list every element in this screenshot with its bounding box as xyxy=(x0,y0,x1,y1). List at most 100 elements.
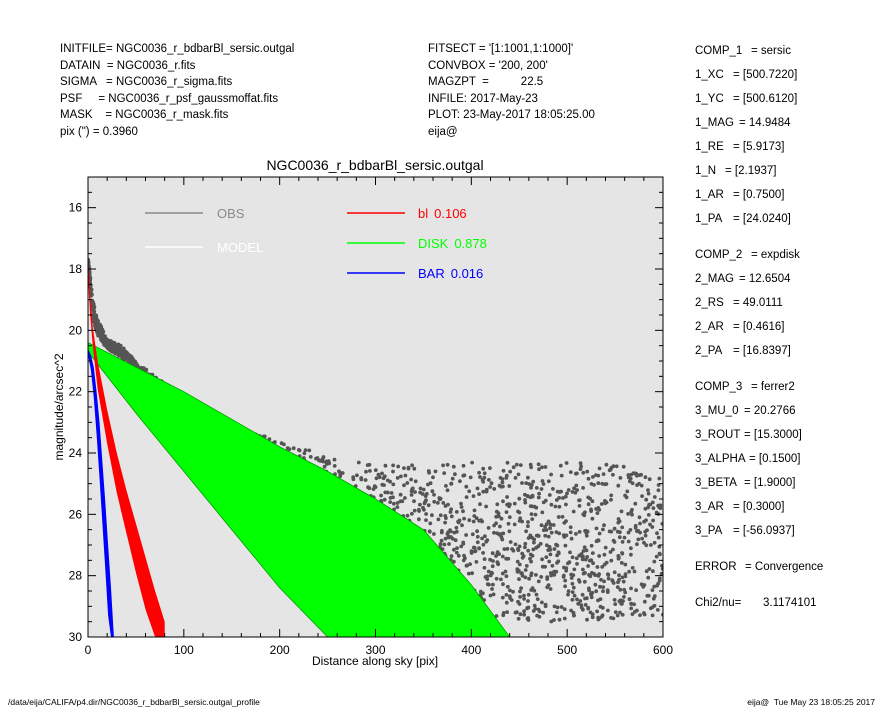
obs-point xyxy=(466,571,471,576)
param-value: = [500.7220] xyxy=(733,69,798,81)
legend-name: DISK xyxy=(418,236,449,251)
x-tick-label: 0 xyxy=(85,643,92,657)
obs-point xyxy=(484,504,488,509)
header-middle-line: FITSECT = '[1:1001,1:1000]' xyxy=(428,41,595,58)
obs-point xyxy=(553,504,558,509)
obs-point xyxy=(427,529,432,534)
obs-point xyxy=(438,513,443,518)
obs-point xyxy=(599,502,604,506)
obs-point xyxy=(474,560,479,564)
obs-point xyxy=(566,592,570,597)
obs-point xyxy=(632,569,637,574)
obs-point xyxy=(124,354,129,359)
obs-point xyxy=(413,479,418,484)
obs-point xyxy=(516,472,521,477)
header-middle-key: eija@ xyxy=(428,125,458,138)
obs-point xyxy=(551,487,555,491)
obs-point xyxy=(452,547,456,552)
obs-point xyxy=(531,479,536,484)
obs-point xyxy=(595,511,600,515)
obs-point xyxy=(651,506,656,510)
param-row: 2_AR = [0.4616] xyxy=(695,321,784,333)
legend-label: BAR 0.016 xyxy=(418,266,483,281)
obs-point xyxy=(504,476,509,480)
obs-point xyxy=(642,519,646,524)
obs-point xyxy=(504,600,509,605)
obs-point xyxy=(409,493,414,497)
obs-point xyxy=(417,509,421,513)
obs-point xyxy=(489,481,494,486)
legend-label: DISK 0.878 xyxy=(418,236,487,251)
obs-point xyxy=(481,489,486,494)
obs-point xyxy=(581,486,585,490)
obs-point xyxy=(586,564,590,568)
obs-point xyxy=(574,532,578,536)
obs-point xyxy=(458,479,462,484)
obs-point xyxy=(467,489,472,494)
obs-point xyxy=(618,587,623,592)
obs-point xyxy=(599,614,604,619)
obs-point xyxy=(550,563,555,568)
obs-point xyxy=(657,505,661,509)
obs-point xyxy=(525,494,530,499)
obs-point xyxy=(639,483,644,488)
footer-timestamp: eija@ Tue May 23 18:05:25 2017 xyxy=(747,697,875,707)
obs-point xyxy=(627,597,632,602)
obs-point xyxy=(484,539,489,544)
obs-point xyxy=(518,595,522,599)
obs-point xyxy=(497,552,501,556)
obs-point xyxy=(556,550,561,555)
obs-point xyxy=(539,575,544,579)
obs-point xyxy=(646,513,651,517)
obs-point xyxy=(605,588,610,593)
obs-point xyxy=(612,526,617,531)
obs-point xyxy=(572,613,576,618)
obs-point xyxy=(474,516,479,521)
obs-point xyxy=(657,578,662,583)
obs-point xyxy=(623,572,628,576)
obs-point xyxy=(586,476,591,481)
y-tick-label: 28 xyxy=(69,569,83,583)
obs-point xyxy=(570,590,575,594)
obs-point xyxy=(581,567,585,572)
obs-point xyxy=(523,575,528,580)
obs-point xyxy=(590,590,595,595)
obs-point xyxy=(534,505,539,510)
obs-point xyxy=(557,504,562,509)
obs-point xyxy=(646,491,651,496)
header-left-key: DATAIN = xyxy=(60,59,114,72)
legend-name: BAR xyxy=(418,266,445,281)
obs-point xyxy=(524,529,528,534)
obs-point xyxy=(651,596,656,601)
obs-point xyxy=(590,499,595,504)
obs-point xyxy=(616,483,621,488)
obs-point xyxy=(340,471,345,475)
obs-point xyxy=(660,521,663,526)
obs-point xyxy=(516,568,521,573)
obs-point xyxy=(652,540,657,545)
obs-point xyxy=(590,551,595,555)
obs-point xyxy=(475,540,480,545)
obs-point xyxy=(530,493,535,498)
obs-point xyxy=(402,466,406,470)
obs-point xyxy=(570,597,575,602)
obs-point xyxy=(351,475,356,480)
obs-point xyxy=(609,529,614,534)
obs-point xyxy=(549,619,554,624)
obs-point xyxy=(576,601,581,606)
obs-point xyxy=(533,512,538,517)
obs-point xyxy=(549,502,554,507)
obs-point xyxy=(537,609,542,614)
param-key: 1_PA xyxy=(695,213,723,225)
obs-point xyxy=(500,480,505,485)
obs-point xyxy=(582,513,587,518)
param-key: Chi2/nu= xyxy=(695,597,742,609)
obs-point xyxy=(499,516,504,521)
obs-point xyxy=(418,486,423,491)
obs-point xyxy=(650,500,655,505)
obs-point xyxy=(499,535,504,539)
param-value: = sersic xyxy=(751,45,791,57)
y-tick-label: 24 xyxy=(69,446,83,460)
obs-point xyxy=(508,588,512,593)
obs-point xyxy=(571,610,576,615)
